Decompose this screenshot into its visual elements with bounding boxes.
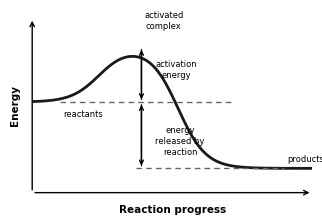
Text: reactants: reactants	[63, 110, 103, 119]
Text: Energy: Energy	[10, 85, 20, 126]
Text: activated
complex: activated complex	[144, 11, 184, 31]
Text: activation
energy: activation energy	[156, 60, 197, 80]
Text: Reaction progress: Reaction progress	[118, 205, 226, 215]
Text: products: products	[287, 155, 322, 164]
Text: energy
released by
reaction: energy released by reaction	[156, 126, 205, 157]
